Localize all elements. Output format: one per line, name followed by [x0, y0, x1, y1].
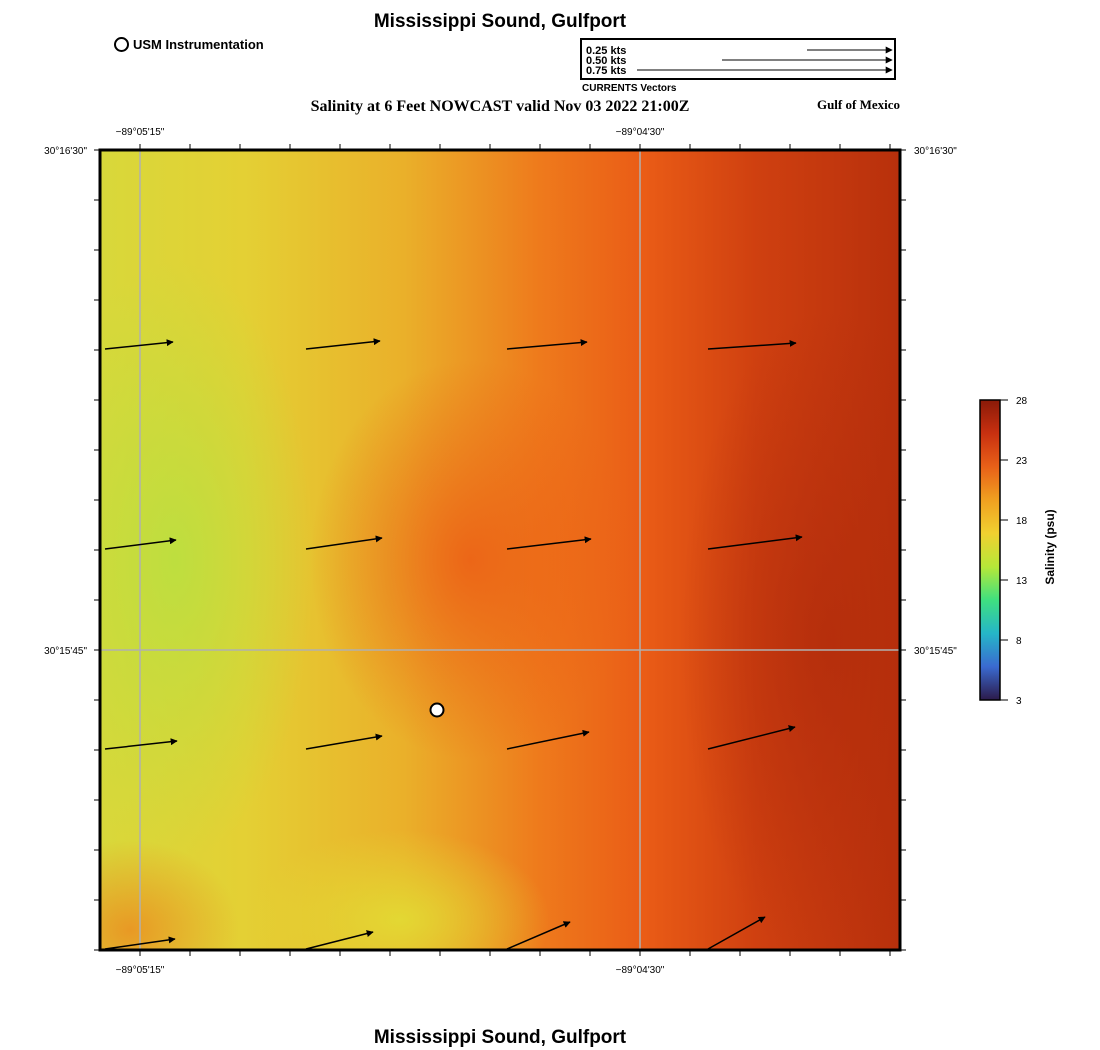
colorbar-tick-5: 8 — [1016, 636, 1022, 647]
lat-tick-right-2: 30°15'45" — [914, 646, 957, 657]
current-vector-15 — [506, 921, 571, 950]
current-vector-11 — [506, 729, 590, 750]
current-vector-12 — [707, 725, 796, 750]
current-vector-9 — [104, 738, 178, 750]
map-title: Mississippi Sound, Gulfport — [373, 11, 627, 32]
colorbar: 28 23 18 13 8 3 — [979, 396, 1028, 707]
lon-tick-top-1: −89°05'15" — [116, 127, 165, 138]
lat-tick-left-1: 30°16'30" — [44, 146, 87, 157]
map-title-bottom: Mississippi Sound, Gulfport — [373, 1027, 627, 1048]
colorbar-tick-1: 28 — [1016, 396, 1028, 407]
current-vector-13 — [104, 936, 176, 950]
current-vector-7 — [506, 536, 592, 550]
lat-tick-left-2: 30°15'45" — [44, 646, 87, 657]
current-vector-2 — [305, 338, 381, 350]
vector-legend-entry-1: 0.25 kts — [586, 45, 626, 57]
colorbar-tick-4: 13 — [1016, 576, 1028, 587]
lon-tick-bottom-1: −89°05'15" — [116, 965, 165, 976]
frame-ticks — [94, 144, 906, 956]
map-subtitle: Salinity at 6 Feet NOWCAST valid Nov 03 … — [310, 98, 690, 115]
vector-legend-entry-3: 0.75 kts — [586, 65, 626, 77]
current-vector-1 — [104, 339, 174, 350]
current-vector-legend: 0.25 kts 0.50 kts 0.75 kts — [580, 38, 896, 80]
current-vector-16 — [707, 916, 766, 950]
current-vector-10 — [305, 733, 383, 750]
station-legend: USM Instrumentation — [114, 37, 264, 52]
current-vector-6 — [305, 535, 383, 550]
current-vector-14 — [305, 930, 374, 950]
vector-legend-entry-2: 0.50 kts — [586, 55, 626, 67]
colorbar-tick-3: 18 — [1016, 516, 1028, 527]
region-label: Gulf of Mexico — [816, 97, 900, 112]
vector-legend-arrows — [637, 46, 893, 74]
current-vector-3 — [506, 339, 588, 350]
current-vector-5 — [104, 537, 177, 550]
salinity-field — [100, 150, 900, 950]
colorbar-tick-2: 23 — [1016, 456, 1028, 467]
usm-station-marker[interactable] — [429, 702, 445, 718]
colorbar-ticks: 28 23 18 13 8 3 — [1000, 396, 1028, 707]
lat-tick-right-1: 30°16'30" — [914, 146, 957, 157]
station-marker-icon — [114, 37, 129, 52]
axis-labels: −89°05'15" −89°04'30" −89°05'15" −89°04'… — [44, 127, 957, 976]
station-legend-label: USM Instrumentation — [133, 37, 264, 52]
lon-tick-bottom-2: −89°04'30" — [616, 965, 665, 976]
current-vectors — [104, 338, 803, 950]
lon-tick-top-2: −89°04'30" — [616, 127, 665, 138]
current-vector-4 — [707, 339, 797, 350]
colorbar-tick-6: 3 — [1016, 696, 1022, 707]
colorbar-ramp — [979, 399, 1001, 701]
graticule — [100, 150, 900, 950]
vector-legend-label: CURRENTS Vectors — [582, 83, 677, 94]
current-vector-8 — [707, 534, 803, 550]
colorbar-label: Salinity (psu) — [1043, 509, 1057, 585]
